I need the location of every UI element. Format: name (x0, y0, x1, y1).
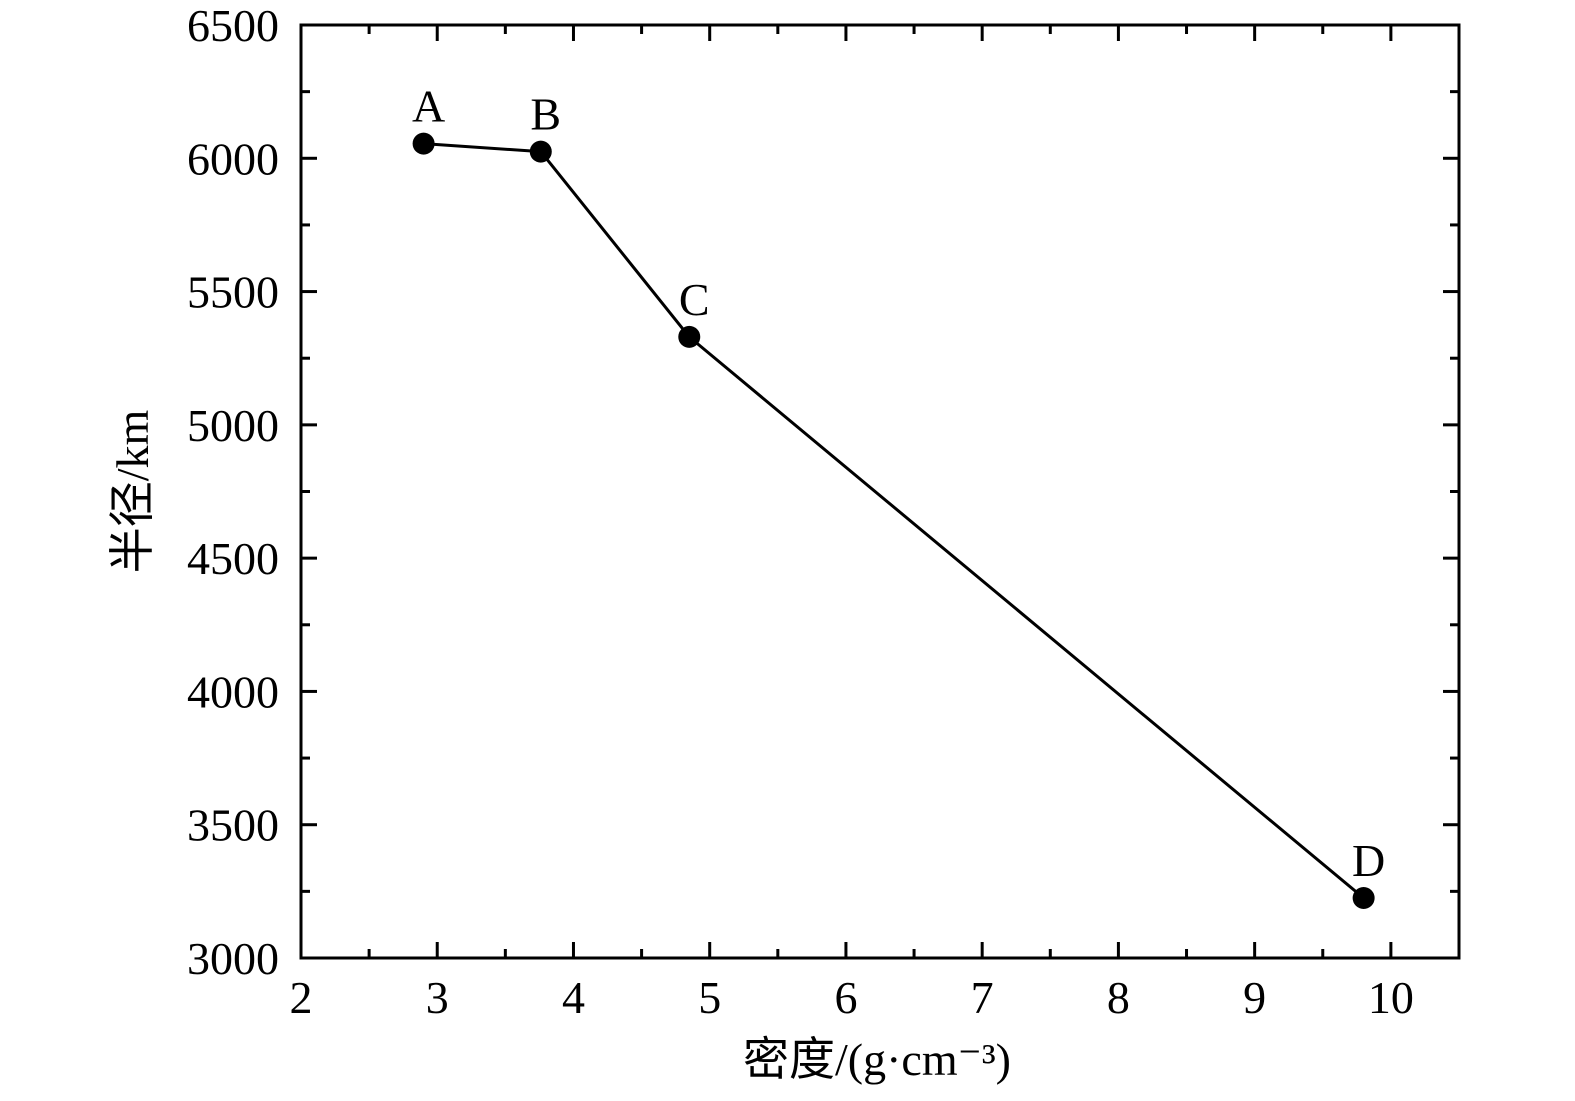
y-tick-label: 3500 (187, 800, 279, 851)
data-point-a (412, 132, 435, 155)
point-label-b: B (530, 89, 561, 140)
data-point-d (1352, 887, 1375, 910)
y-tick-label: 6500 (187, 0, 279, 51)
x-axis-title: 密度/(g·cm⁻³) (743, 1034, 1011, 1085)
x-tick-label: 8 (1107, 972, 1130, 1023)
x-tick-label: 10 (1368, 972, 1414, 1023)
y-tick-label: 5000 (187, 400, 279, 451)
x-tick-label: 7 (971, 972, 994, 1023)
x-tick-label: 9 (1243, 972, 1266, 1023)
plot-frame (299, 23, 1461, 960)
x-tick-label: 6 (834, 972, 857, 1023)
x-tick-label: 4 (562, 972, 585, 1023)
series-line (423, 142, 1365, 900)
point-label-c: C (679, 274, 710, 325)
point-label-d: D (1352, 835, 1385, 886)
y-tick-label: 4000 (187, 666, 279, 717)
x-tick-label: 2 (290, 972, 313, 1023)
x-tick-label: 3 (426, 972, 449, 1023)
y-axis-title: 半径/km (107, 410, 158, 574)
series-layer: A B C D (412, 81, 1385, 910)
y-tick-label: 5500 (187, 267, 279, 318)
y-tick-label: 3000 (187, 933, 279, 984)
data-point-c (678, 325, 701, 348)
point-label-a: A (412, 81, 445, 132)
ticks-layer: 2 3 4 5 6 7 8 9 10 3000 3500 4000 4500 5000 5500 6000 65… (187, 0, 1461, 1023)
x-tick-label: 5 (698, 972, 721, 1023)
y-tick-label: 4500 (187, 533, 279, 584)
y-tick-label: 6000 (187, 133, 279, 184)
data-point-b (529, 140, 552, 163)
